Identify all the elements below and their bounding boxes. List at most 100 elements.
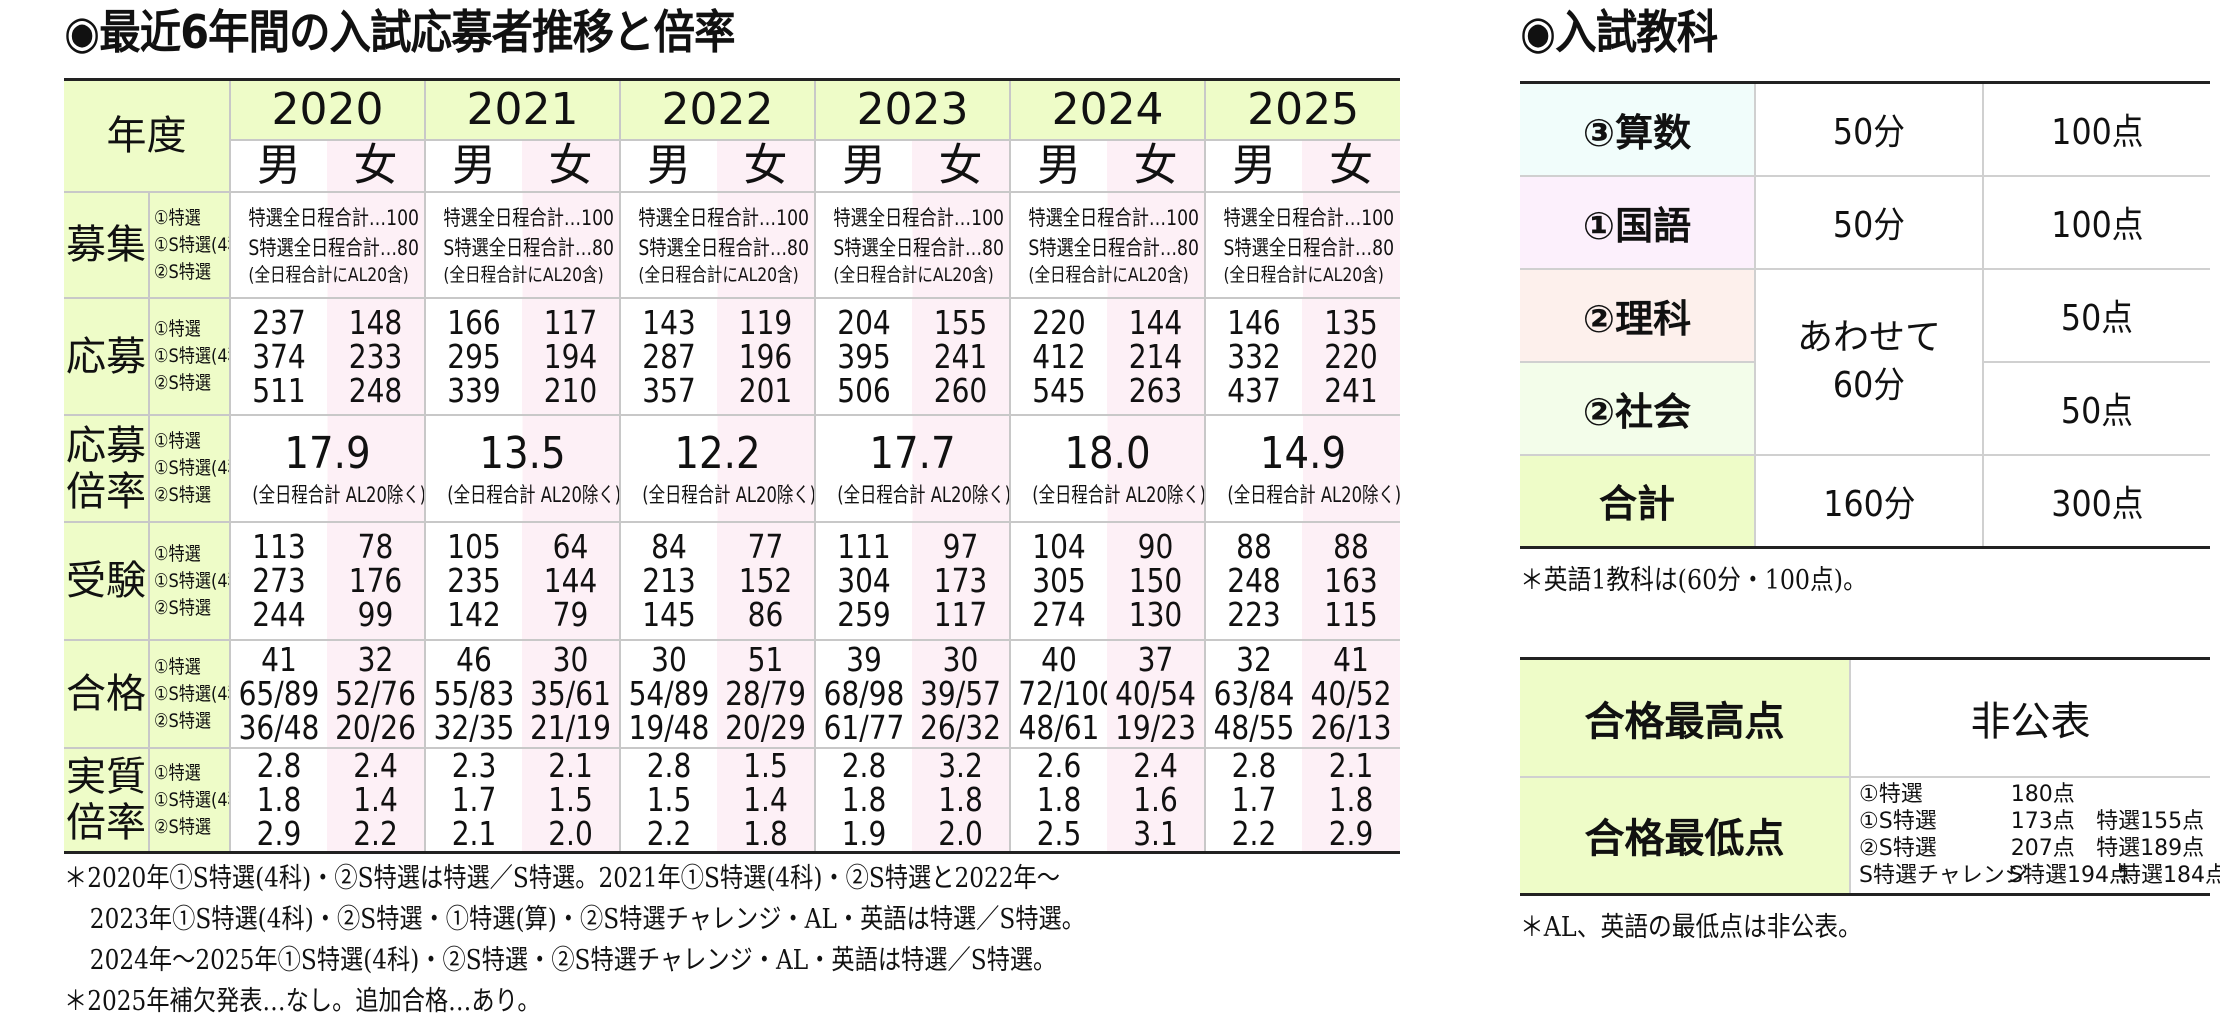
- subject-row-science: ②理科 あわせて 60分 50点: [1520, 267, 2210, 456]
- recruitment-row: 募集 ①特選 ①S特選(4科) ②S特選 特選全日程合計…100S特選全日程合計…: [64, 191, 1401, 299]
- examinees-2023-female: 97 173 117: [912, 521, 1012, 641]
- female-header: 女: [522, 139, 622, 193]
- admissions-footnotes: ＊2020年①S特選(4科)・②S特選は特選／S特選。2021年①S特選(4科)…: [64, 858, 1404, 1022]
- max-score-row: 合格最高点 非公表: [1520, 658, 2210, 778]
- applicants-2022-male: 143 287 357: [619, 297, 718, 416]
- applicants-2025-male: 146 332 437: [1204, 297, 1303, 416]
- subject-points: 100点: [1982, 82, 2210, 177]
- applicants-2020-male: 237 374 511: [229, 297, 327, 416]
- exam-subjects-title: ◉入試教科: [1520, 5, 1718, 59]
- subject-row-math: ③算数 50分 100点: [1520, 82, 2210, 177]
- subject-name: ②社会: [1520, 360, 1756, 456]
- male-header: 男: [1009, 139, 1108, 193]
- female-header: 女: [717, 139, 817, 193]
- application-ratio-2022: 12.2 (全日程合計 AL20除く): [619, 414, 817, 523]
- actual-ratio-2024-female: 2.4 1.6 3.1: [1107, 747, 1207, 853]
- application-ratio-2023: 17.7 (全日程合計 AL20除く): [814, 414, 1012, 523]
- min-score-label: 合格最低点: [1520, 775, 1851, 895]
- applicants-2025-female: 135 220 241: [1302, 297, 1401, 416]
- examinees-2023-male: 111 304 259: [814, 521, 913, 641]
- subject-points: 300点: [1982, 453, 2210, 548]
- passed-2021-female: 30 35/61 21/19: [522, 639, 622, 749]
- year-2025: 2025: [1204, 79, 1401, 141]
- min-score-item: S特選チャレンジ S特選194点 特選184点: [1859, 863, 2220, 889]
- application-ratio-label: 応募 倍率: [64, 414, 150, 523]
- subject-row-social: ②社会 50点: [1520, 360, 2210, 456]
- actual-ratio-2024-male: 2.6 1.8 2.5: [1009, 747, 1108, 853]
- admissions-trend-title: ◉最近6年間の入試応募者推移と倍率: [64, 5, 736, 59]
- passing-scores-table: 合格最高点 非公表 合格最低点 ①特選 180点 ①S特選 173点 特選155点 ②…: [1520, 657, 2220, 896]
- footnote-line: 2024年～2025年①S特選(4科)・②S特選・②S特選チャレンジ・AL・英語…: [89, 945, 1057, 976]
- application-ratio-2021: 13.5 (全日程合計 AL20除く): [424, 414, 622, 523]
- min-score-item: ②S特選 207点 特選189点: [1859, 836, 2205, 862]
- passed-2025-female: 41 40/52 26/13: [1302, 639, 1401, 749]
- application-ratio-2024: 18.0 (全日程合計 AL20除く): [1009, 414, 1207, 523]
- applicants-2020-female: 148 233 248: [327, 297, 427, 416]
- actual-ratio-2022-male: 2.8 1.5 2.2: [619, 747, 718, 853]
- passed-2024-female: 37 40/54 19/23: [1107, 639, 1207, 749]
- subject-points: 100点: [1982, 174, 2210, 270]
- subjects-note: ＊英語1教科は(60分・100点)。: [1520, 565, 1867, 596]
- min-score-item: ①S特選 173点 特選155点: [1859, 809, 2205, 835]
- recruitment-2025: 特選全日程合計…100 S特選全日程合計…80 (全日程合計にAL20含): [1204, 191, 1401, 299]
- subject-row-total: 合計 160分 300点: [1520, 453, 2210, 548]
- subject-points: 50点: [1982, 360, 2210, 456]
- year-2020: 2020: [228, 79, 427, 141]
- actual-ratio-2022-female: 1.5 1.4 1.8: [717, 747, 817, 853]
- female-header: 女: [1107, 139, 1207, 193]
- male-header: 男: [424, 139, 523, 193]
- recruitment-2021: 特選全日程合計…100 S特選全日程合計…80 (全日程合計にAL20含): [424, 191, 622, 299]
- applicants-2024-female: 144 214 263: [1107, 297, 1207, 416]
- footnote-line: 2023年①S特選(4科)・②S特選・①特選(算)・②S特選チャレンジ・AL・英…: [89, 904, 1085, 935]
- examinees-2021-male: 105 235 142: [424, 521, 523, 641]
- examinees-label: 受験: [64, 521, 150, 641]
- recruitment-2022: 特選全日程合計…100 S特選全日程合計…80 (全日程合計にAL20含): [619, 191, 817, 299]
- passed-2020-female: 32 52/76 20/26: [327, 639, 427, 749]
- exam-type-labels: ①特選 ①S特選(4科) ②S特選: [148, 191, 231, 299]
- min-score-row: 合格最低点 ①特選 180点 ①S特選 173点 特選155点 ②S特選 207点 特選1…: [1520, 775, 2220, 895]
- year-label: 年度: [64, 79, 231, 193]
- passed-2020-male: 41 65/89 36/48: [229, 639, 327, 749]
- examinees-2025-male: 88 248 223: [1204, 521, 1303, 641]
- male-header: 男: [230, 139, 327, 193]
- actual-ratio-2025-female: 2.1 1.8 2.9: [1302, 747, 1401, 853]
- passed-2021-male: 46 55/83 32/35: [424, 639, 523, 749]
- examinees-2025-female: 88 163 115: [1302, 521, 1401, 641]
- passed-2025-male: 32 63/84 48/55: [1204, 639, 1303, 749]
- recruitment-2024: 特選全日程合計…100 S特選全日程合計…80 (全日程合計にAL20含): [1009, 191, 1207, 299]
- female-header: 女: [912, 139, 1012, 193]
- exam-subjects-table: ③算数 50分 100点 ①国語 50分 100点 ②理科 あわせて 60分 50…: [1520, 81, 2210, 549]
- min-score-list: ①特選 180点 ①S特選 173点 特選155点 ②S特選 207点 特選189点 S特…: [1849, 775, 2220, 895]
- passed-2023-male: 39 68/98 61/77: [814, 639, 913, 749]
- passed-2023-female: 30 39/57 26/32: [912, 639, 1012, 749]
- examinees-2022-male: 84 213 145: [619, 521, 718, 641]
- recruitment-2023: 特選全日程合計…100 S特選全日程合計…80 (全日程合計にAL20含): [814, 191, 1012, 299]
- subject-time: 50分: [1754, 174, 1984, 270]
- subject-name: 合計: [1520, 453, 1756, 548]
- examinees-2021-female: 64 144 79: [522, 521, 622, 641]
- examinees-2020-male: 113 273 244: [229, 521, 327, 641]
- subject-time: 160分: [1754, 453, 1984, 548]
- passed-2022-male: 30 54/89 19/48: [619, 639, 718, 749]
- footnote-line: ＊2020年①S特選(4科)・②S特選は特選／S特選。2021年①S特選(4科)…: [64, 863, 1060, 894]
- actual-ratio-2020-male: 2.8 1.8 2.9: [229, 747, 327, 853]
- max-score-value: 非公表: [1849, 658, 2210, 778]
- subject-name: ①国語: [1520, 174, 1756, 270]
- year-2021: 2021: [424, 79, 622, 141]
- year-2022: 2022: [619, 79, 817, 141]
- male-header: 男: [619, 139, 718, 193]
- admissions-trend-table: 年度 2020 2021 2022 2023 2024 2025 男 女 男 女…: [64, 78, 1401, 854]
- female-header: 女: [1302, 139, 1401, 193]
- combined-time: あわせて 60分: [1754, 267, 1984, 456]
- passed-label: 合格: [64, 639, 150, 749]
- passed-2022-female: 51 28/79 20/29: [717, 639, 817, 749]
- year-2023: 2023: [814, 79, 1012, 141]
